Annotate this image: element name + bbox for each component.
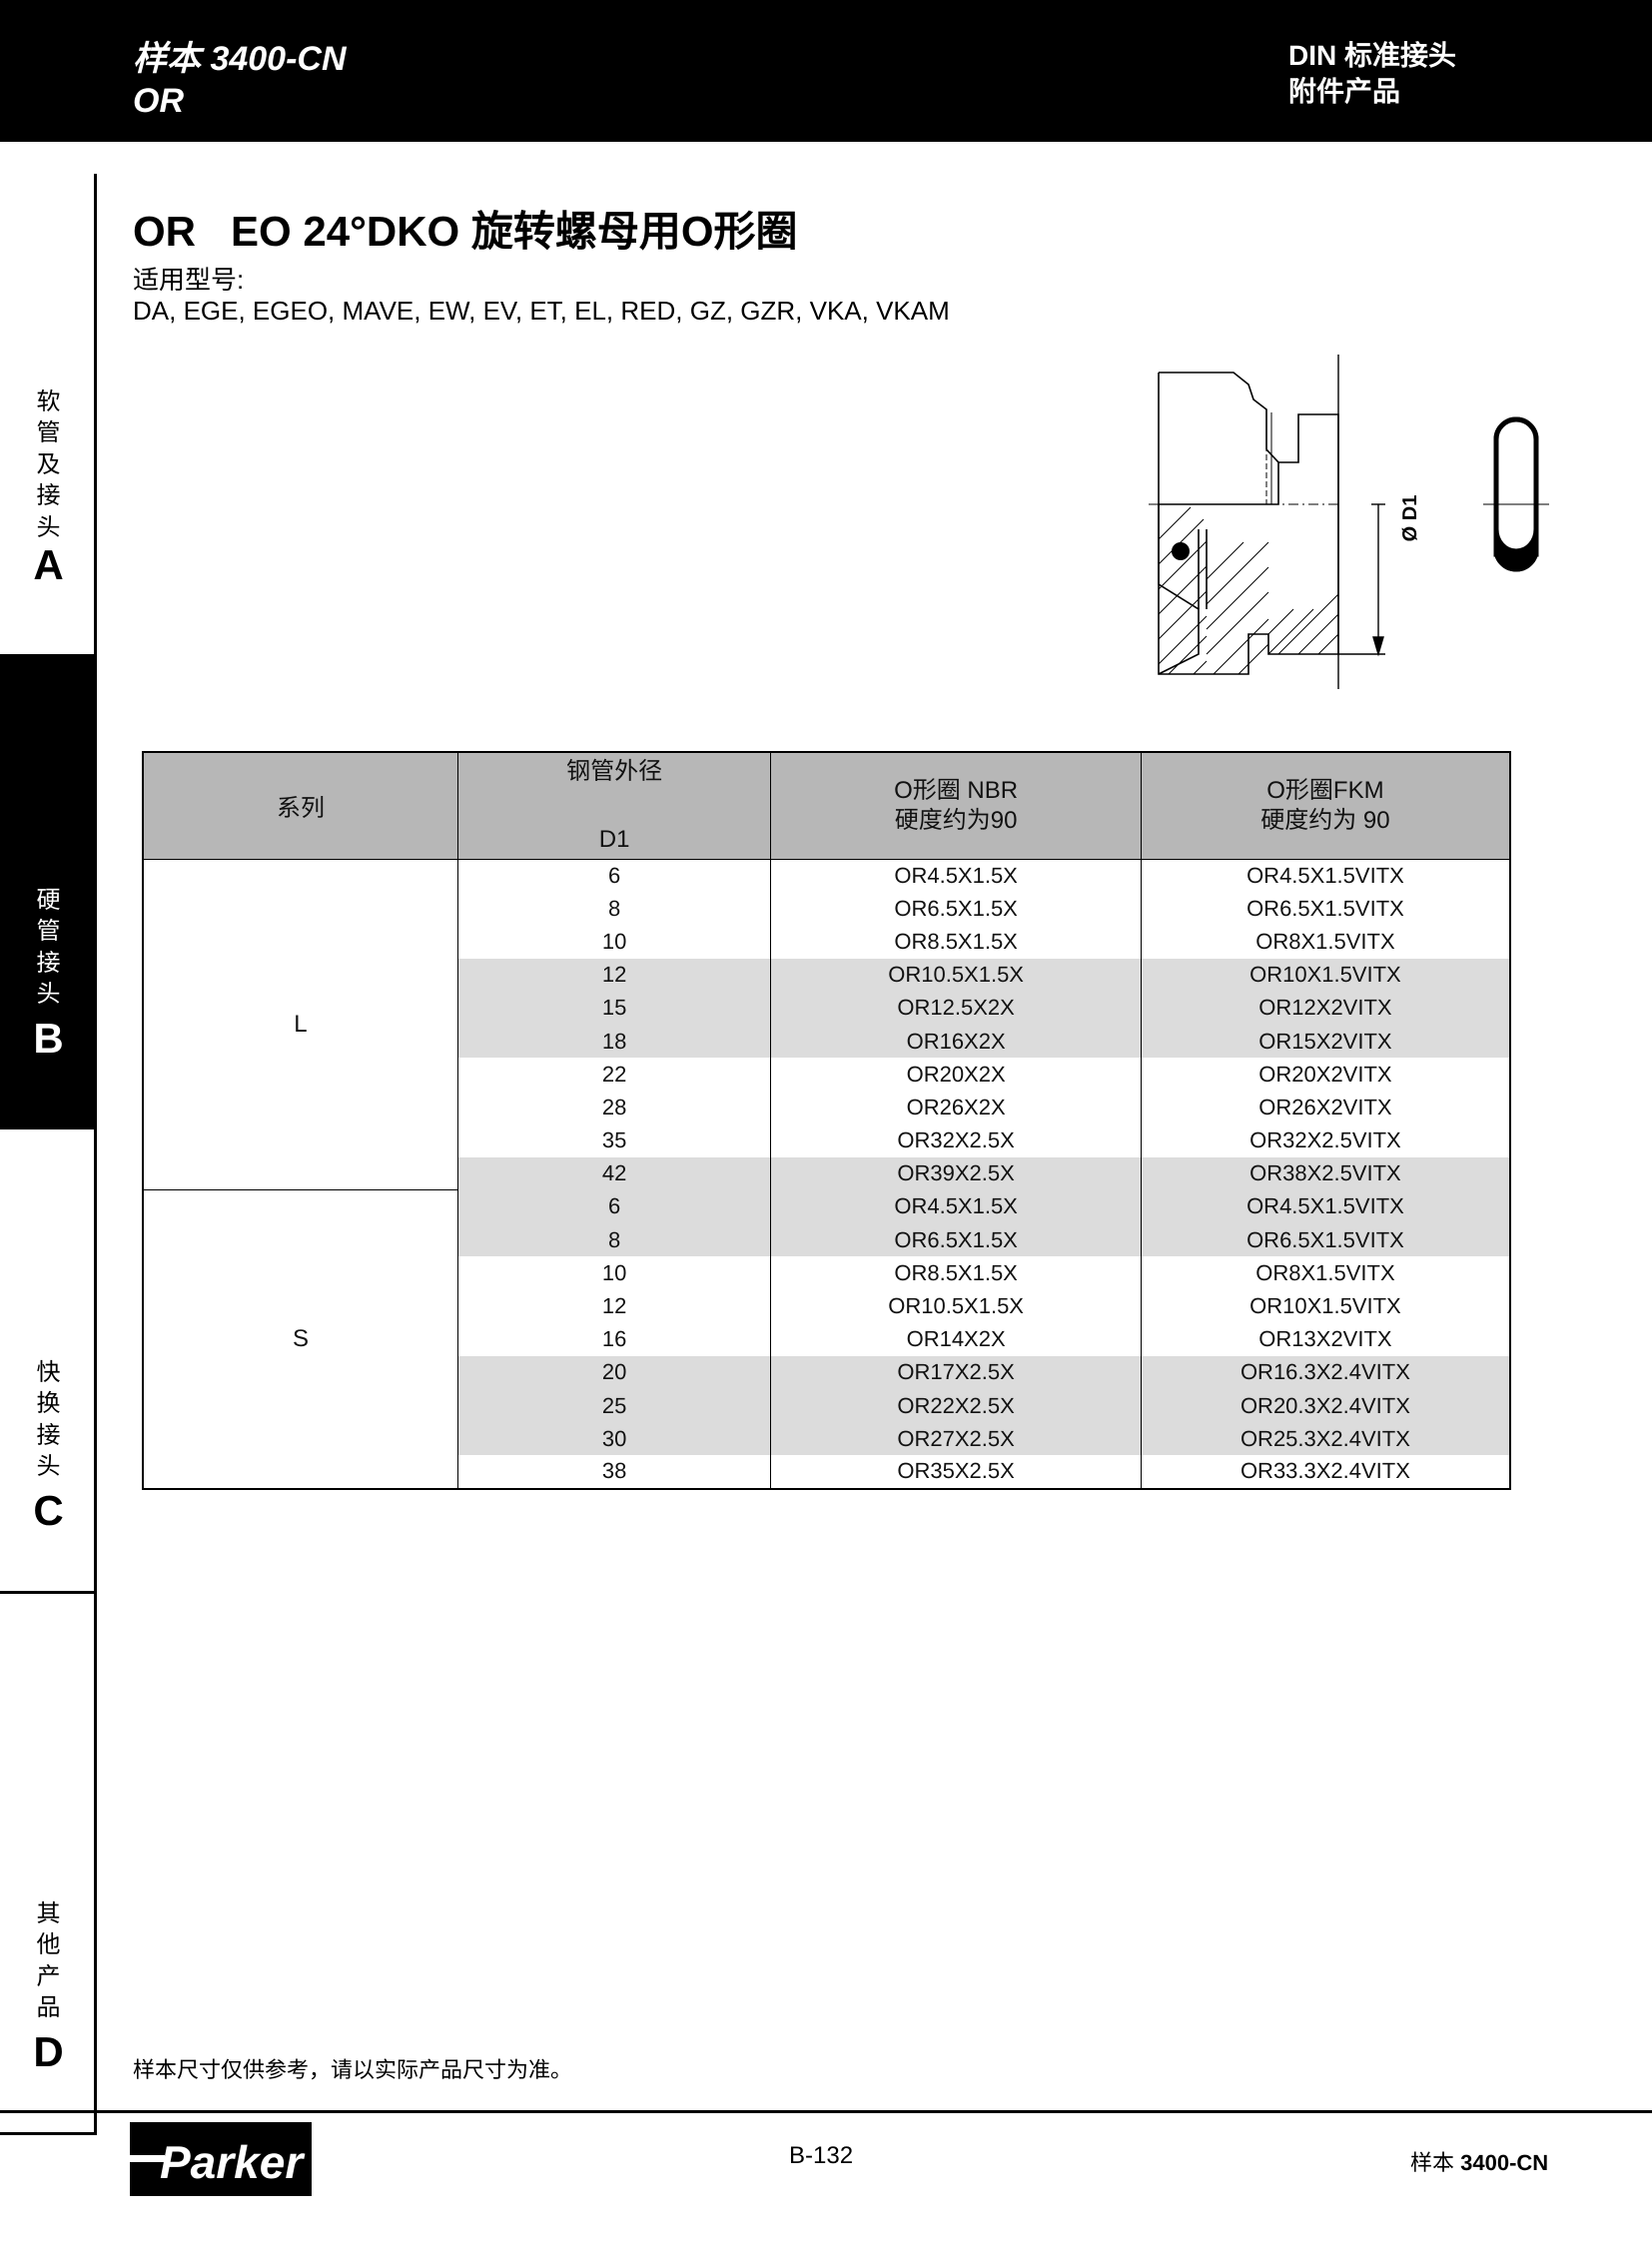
svg-text:Parker: Parker — [160, 2136, 305, 2188]
